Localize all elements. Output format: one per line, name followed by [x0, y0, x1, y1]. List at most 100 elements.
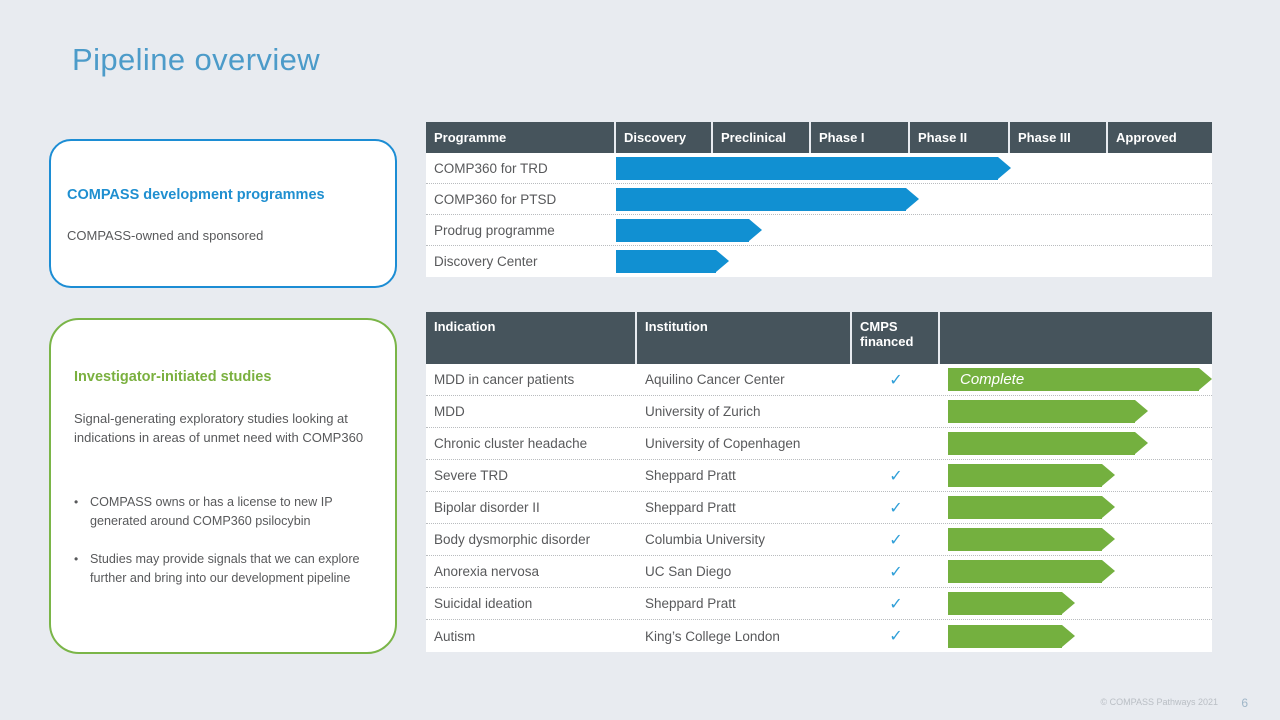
pipeline-col-header-approved: Approved — [1116, 130, 1177, 145]
table-row: Chronic cluster headache University of Co… — [426, 428, 1212, 460]
study-institution: Sheppard Pratt — [645, 468, 736, 483]
studies-col-header-cmps-financed: CMPS financed — [852, 312, 940, 364]
pipeline-progress-arrow — [616, 215, 762, 245]
arrow-shape-green: Complete — [948, 368, 1212, 391]
card-investigator-initiated-studies: Investigator-initiated studies Signal-ge… — [49, 318, 397, 654]
arrow-shape-blue — [616, 156, 1011, 180]
pipeline-programme-name: Prodrug programme — [434, 222, 555, 238]
study-institution: University of Zurich — [645, 404, 761, 419]
studies-col-header-institution: Institution — [637, 312, 852, 364]
study-institution: Columbia University — [645, 532, 766, 547]
arrow-shape-green — [948, 432, 1148, 455]
pipeline-table-body: COMP360 for TRD COMP360 for PTSD Prodrug p… — [426, 153, 1212, 277]
card-investigator-body: Signal-generating exploratory studies lo… — [74, 411, 364, 445]
pipeline-col-header-programme: Programme — [426, 122, 616, 153]
cmps-financed-check-icon: ✓ — [889, 563, 903, 581]
study-progress-arrow — [948, 396, 1148, 427]
study-indication: Suicidal ideation — [434, 596, 533, 611]
pipeline-programme-name: COMP360 for PTSD — [434, 191, 557, 207]
page-title: Pipeline overview — [72, 42, 321, 77]
cmps-financed-check-icon: ✓ — [889, 628, 903, 645]
table-row: MDD University of Zurich — [426, 396, 1212, 428]
pipeline-table: Programme Discovery Preclinical Phase I Phas… — [426, 122, 1212, 282]
table-row: COMP360 for PTSD — [426, 184, 1212, 215]
card-compass-development-programmes: COMPASS development programmes COMPASS-o… — [49, 139, 397, 288]
study-indication: Autism — [434, 628, 476, 644]
study-indication: Body dysmorphic disorder — [434, 532, 591, 547]
pipeline-col-header-phase-iii: Phase III — [1010, 122, 1108, 153]
arrow-shape-green — [948, 400, 1148, 423]
study-institution: UC San Diego — [645, 564, 732, 579]
cmps-financed-check-icon: ✓ — [889, 531, 903, 549]
studies-col-header-indication: Indication — [426, 312, 637, 364]
card-investigator-bullet-list: • COMPASS owns or has a license to new IP… — [74, 493, 384, 607]
pipeline-programme-name: Discovery Center — [434, 254, 538, 269]
table-row: Anorexia nervosa UC San Diego ✓ — [426, 556, 1212, 588]
bullet-item: • Studies may provide signals that we can… — [74, 550, 384, 588]
studies-table-header-row: Indication Institution CMPS financed — [426, 312, 1212, 364]
table-row: Body dysmorphic disorder Columbia Univers… — [426, 524, 1212, 556]
cmps-financed-check-icon: ✓ — [889, 595, 903, 613]
table-row: Bipolar disorder II Sheppard Pratt ✓ — [426, 492, 1212, 524]
pipeline-progress-arrow — [616, 153, 1011, 183]
study-progress-arrow — [948, 524, 1115, 555]
study-institution: Sheppard Pratt — [645, 500, 736, 515]
pipeline-col-header-phase-ii: Phase II — [910, 122, 1010, 153]
pipeline-col-header-discovery: Discovery — [616, 122, 713, 153]
pipeline-col-header-phase-i: Phase I — [811, 122, 910, 153]
cmps-financed-check-icon: ✓ — [889, 371, 903, 389]
footer-page-number: 6 — [1241, 696, 1248, 710]
pipeline-programme-name: COMP360 for TRD — [434, 160, 548, 176]
study-indication: Anorexia nervosa — [434, 564, 540, 579]
arrow-shape-green — [948, 496, 1115, 519]
bullet-text: COMPASS owns or has a license to new IP … — [90, 495, 333, 528]
pipeline-progress-arrow — [616, 246, 729, 277]
table-row: Suicidal ideation Sheppard Pratt ✓ — [426, 588, 1212, 620]
arrow-shape-green — [948, 592, 1075, 615]
study-indication: Chronic cluster headache — [434, 436, 588, 451]
study-institution: King’s College London — [645, 628, 780, 644]
arrow-shape-blue — [616, 187, 919, 211]
study-progress-arrow — [948, 492, 1115, 523]
table-row: MDD in cancer patients Aquilino Cancer Ce… — [426, 364, 1212, 396]
study-indication: Severe TRD — [434, 468, 509, 483]
cmps-financed-check-icon: ✓ — [889, 499, 903, 517]
bullet-dot-icon: • — [74, 495, 79, 509]
study-status-label: Complete — [960, 371, 1025, 388]
arrow-shape-green — [948, 560, 1115, 583]
pipeline-col-header-preclinical: Preclinical — [713, 122, 811, 153]
pipeline-table-header-row: Programme Discovery Preclinical Phase I Phas… — [426, 122, 1212, 153]
table-row: Severe TRD Sheppard Pratt ✓ — [426, 460, 1212, 492]
table-row: Autism King’s College London ✓ — [426, 620, 1212, 652]
study-progress-arrow — [948, 428, 1148, 459]
study-indication: MDD — [434, 404, 465, 419]
footer-copyright: © COMPASS Pathways 2021 — [1100, 697, 1218, 707]
pipeline-progress-arrow — [616, 184, 919, 214]
study-indication: MDD in cancer patients — [434, 372, 575, 387]
studies-table: Indication Institution CMPS financed MDD i… — [426, 312, 1212, 652]
studies-col-header-status — [940, 312, 1212, 364]
study-institution: University of Copenhagen — [645, 436, 801, 451]
study-progress-arrow — [948, 460, 1115, 491]
arrow-shape-green — [948, 464, 1115, 487]
study-progress-arrow — [948, 588, 1075, 619]
table-row: COMP360 for TRD — [426, 153, 1212, 184]
arrow-shape-green — [948, 624, 1075, 648]
card-development-body: COMPASS-owned and sponsored — [67, 228, 264, 243]
arrow-shape-green — [948, 528, 1115, 551]
card-development-heading: COMPASS development programmes — [67, 187, 325, 203]
arrow-shape-blue — [616, 250, 729, 273]
study-progress-arrow — [948, 620, 1075, 652]
cmps-financed-check-icon: ✓ — [889, 467, 903, 485]
card-investigator-heading: Investigator-initiated studies — [74, 369, 272, 385]
studies-table-body: MDD in cancer patients Aquilino Cancer Ce… — [426, 364, 1212, 652]
study-institution: Sheppard Pratt — [645, 596, 736, 611]
bullet-dot-icon: • — [74, 552, 79, 566]
study-progress-arrow — [948, 556, 1115, 587]
table-row: Discovery Center — [426, 246, 1212, 277]
study-indication: Bipolar disorder II — [434, 500, 540, 515]
table-row: Prodrug programme — [426, 215, 1212, 246]
study-progress-arrow: Complete — [948, 364, 1212, 395]
study-institution: Aquilino Cancer Center — [645, 372, 785, 387]
bullet-text: Studies may provide signals that we can … — [90, 552, 360, 585]
